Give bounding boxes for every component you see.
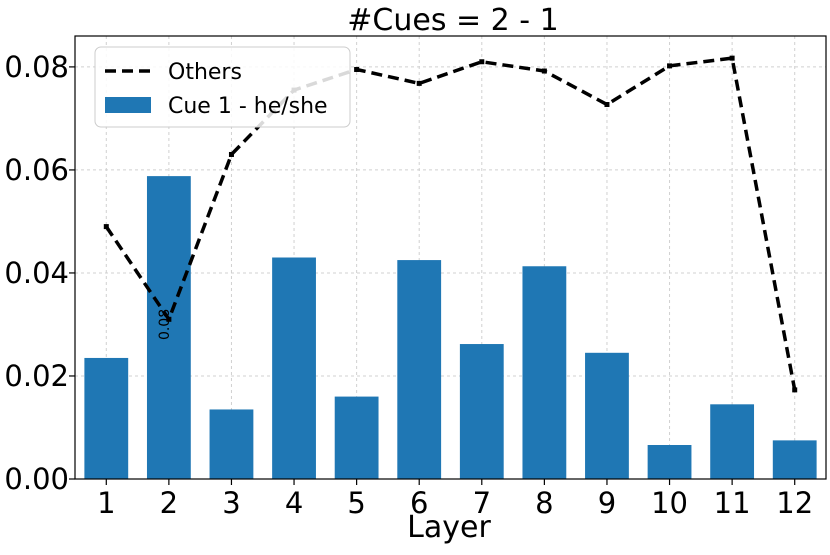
chart-title: #Cues = 2 - 1 <box>347 3 558 38</box>
bar-layer-4 <box>272 257 316 479</box>
bar-layer-6 <box>397 260 442 479</box>
others-marker-11 <box>729 55 735 61</box>
x-tick-label: 7 <box>473 486 491 520</box>
x-tick-label: 8 <box>535 486 553 520</box>
x-tick-label: 11 <box>714 486 751 520</box>
others-marker-5 <box>354 66 360 72</box>
bar-layer-9 <box>585 352 629 479</box>
y-tick-label: 0.00 <box>4 462 69 496</box>
x-axis-label: Layer <box>407 510 491 545</box>
x-tick-label: 5 <box>347 486 365 520</box>
bar-layer-8 <box>522 266 567 479</box>
legend-cue-label: Cue 1 - he/she <box>168 94 328 119</box>
y-tick-label: 0.06 <box>4 153 69 187</box>
x-tick-label: 1 <box>97 486 115 520</box>
others-marker-7 <box>479 59 485 65</box>
legend-cue-swatch <box>105 97 151 113</box>
legend: Others Cue 1 - he/she <box>94 46 351 128</box>
others-marker-9 <box>604 102 610 108</box>
x-tick-label: 3 <box>222 486 240 520</box>
bar-layer-5 <box>334 396 379 479</box>
legend-frame <box>94 46 351 128</box>
others-line <box>104 56 797 391</box>
x-tick-label: 4 <box>285 486 303 520</box>
x-tick-label: 9 <box>598 486 616 520</box>
annotation-label: 0.08 <box>157 309 173 340</box>
x-tick-label: 2 <box>160 486 178 520</box>
bar-layer-7 <box>459 344 504 479</box>
bar-layer-12 <box>772 440 817 479</box>
y-tick-label: 0.02 <box>4 359 69 393</box>
others-marker-10 <box>667 63 673 69</box>
x-tick-label: 10 <box>651 486 688 520</box>
others-marker-2 <box>166 316 172 322</box>
plot-frame <box>74 35 827 480</box>
others-marker-8 <box>541 68 547 74</box>
others-marker-1 <box>103 224 109 230</box>
legend-others-label: Others <box>168 60 242 85</box>
bar-layer-2 <box>146 176 191 479</box>
bars-layer <box>84 176 817 479</box>
bar-layer-10 <box>647 445 692 479</box>
y-tick-label: 0.08 <box>4 50 69 84</box>
bar-layer-3 <box>209 409 254 479</box>
others-marker-12 <box>792 387 798 393</box>
bar-layer-1 <box>84 357 129 479</box>
axes-layer: 0.000.020.040.060.081 2 3 4 5 6 7 8 9 10 11 12 <box>4 35 827 520</box>
x-tick-label: 6 <box>410 486 428 520</box>
x-tick-label: 12 <box>776 486 813 520</box>
others-marker-6 <box>416 80 422 86</box>
y-tick-label: 0.04 <box>4 256 69 290</box>
others-marker-3 <box>228 151 234 157</box>
bar-layer-11 <box>710 404 755 479</box>
